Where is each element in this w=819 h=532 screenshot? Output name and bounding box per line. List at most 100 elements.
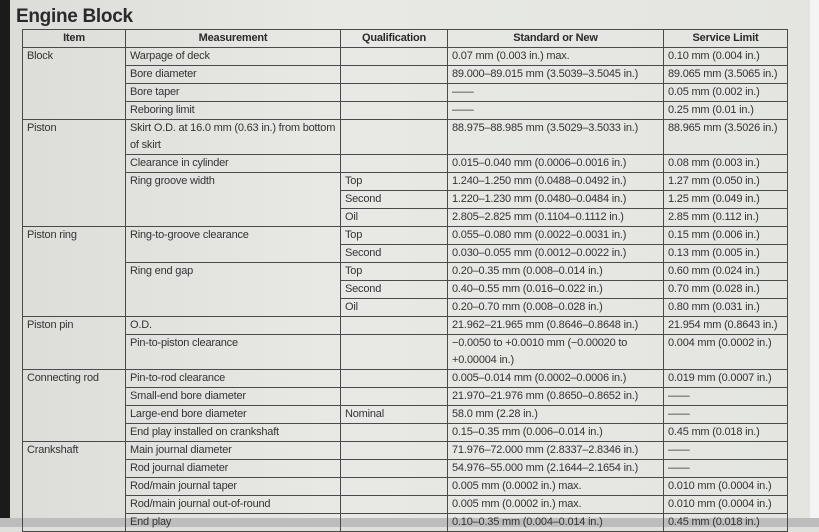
measurement-cell: Reboring limit	[125, 101, 341, 120]
measurement-cell: O.D.	[125, 316, 341, 335]
service-limit-cell: 0.45 mm (0.018 in.)	[663, 513, 788, 532]
standard-cell: 0.07 mm (0.003 in.) max.	[447, 47, 664, 66]
measurement-cell: Large-end bore diameter	[125, 405, 341, 424]
table-row: End play 0.10–0.35 mm (0.004–0.014 in.) 0.…	[23, 513, 788, 532]
service-limit-cell: ——	[663, 459, 788, 478]
measurement-cell: Rod/main journal taper	[125, 477, 341, 496]
service-limit-cell: 0.10 mm (0.004 in.)	[663, 47, 788, 66]
service-limit-cell: 0.15 mm (0.006 in.)	[663, 226, 788, 245]
standard-cell: 0.10–0.35 mm (0.004–0.014 in.)	[447, 513, 664, 532]
standard-cell: 0.005 mm (0.0002 in.) max.	[447, 495, 664, 514]
standard-cell: 21.962–21.965 mm (0.8646–0.8648 in.)	[447, 316, 664, 335]
table-row: Piston pin O.D. 21.962–21.965 mm (0.8646–0…	[22, 316, 788, 370]
standard-cell: −0.0050 to +0.0010 mm (−0.00020 to +0.00…	[447, 334, 664, 370]
service-limit-cell: 88.965 mm (3.5026 in.)	[663, 119, 788, 155]
service-limit-cell: 1.25 mm (0.049 in.)	[663, 190, 788, 209]
qualification-cell	[340, 513, 448, 532]
service-limit-cell: 0.25 mm (0.01 in.)	[663, 101, 788, 120]
table-row: Rod journal diameter 54.976–55.000 mm (2.…	[23, 459, 788, 478]
standard-cell: 1.220–1.230 mm (0.0480–0.0484 in.)	[447, 190, 664, 209]
item-cell: Piston ring	[22, 226, 126, 317]
table-row: Connecting rod Pin-to-rod clearance 0.005–…	[22, 369, 788, 442]
table-row: Ring end gap Top 0.20–0.35 mm (0.008–0.014…	[23, 262, 788, 317]
measurement-cell: Small-end bore diameter	[125, 387, 341, 406]
header-service-limit: Service Limit	[663, 29, 788, 48]
header-row: Item Measurement Qualification Standard …	[22, 29, 788, 48]
spec-table-body: Block Warpage of deck 0.07 mm (0.003 in.) …	[22, 47, 788, 532]
qualification-cell: Top	[340, 226, 448, 245]
service-limit-cell: 0.45 mm (0.018 in.)	[663, 423, 788, 442]
qualification-cell	[340, 369, 448, 388]
qualification-cell	[340, 423, 448, 442]
service-limit-cell: 0.019 mm (0.0007 in.)	[663, 369, 788, 388]
qualification-cell	[340, 495, 448, 514]
right-edge	[810, 0, 819, 518]
standard-cell: 2.805–2.825 mm (0.1104–0.1112 in.)	[447, 208, 664, 227]
service-limit-cell: ——	[663, 387, 788, 406]
measurement-cell: Pin-to-piston clearance	[125, 334, 341, 370]
page-title: Engine Block	[16, 6, 133, 27]
table-row: Block Warpage of deck 0.07 mm (0.003 in.) …	[22, 47, 788, 120]
spec-table: Item Measurement Qualification Standard …	[22, 29, 788, 532]
measurement-cell: Bore diameter	[125, 65, 341, 84]
item-cell: Piston	[22, 119, 126, 227]
qualification-cell: Oil	[340, 208, 448, 227]
qualification-cell	[340, 441, 448, 460]
qualification-cell	[340, 477, 448, 496]
qualification-cell	[340, 459, 448, 478]
service-limit-cell: 0.70 mm (0.028 in.)	[663, 280, 788, 299]
measurement-cell: Ring end gap	[125, 262, 341, 317]
table-row: Second 0.40–0.55 mm (0.016–0.022 in.) 0.70…	[23, 280, 788, 299]
table-row: Ring groove width Top 1.240–1.250 mm (0.04…	[23, 172, 788, 227]
table-row: Rod/main journal out-of-round 0.005 mm (0…	[23, 495, 788, 514]
service-limit-cell: 89.065 mm (3.5065 in.)	[663, 65, 788, 84]
table-row: Bore diameter 89.000–89.015 mm (3.5039–3.…	[23, 65, 788, 84]
measurement-cell: Clearance in cylinder	[125, 154, 341, 173]
qualification-cell	[340, 83, 448, 102]
qualification-cell: Top	[340, 262, 448, 281]
service-limit-cell: 1.27 mm (0.050 in.)	[663, 172, 788, 191]
table-row: Rod/main journal taper 0.005 mm (0.0002 i…	[23, 477, 788, 496]
qualification-cell: Second	[340, 244, 448, 263]
measurement-cell: Ring-to-groove clearance	[125, 226, 341, 263]
qualification-cell	[340, 119, 448, 155]
table-row: Pin-to-piston clearance −0.0050 to +0.001…	[23, 334, 788, 370]
table-row: Crankshaft Main journal diameter 71.976–72…	[22, 441, 788, 532]
table-row: Large-end bore diameter Nominal 58.0 mm (2…	[23, 405, 788, 424]
service-limit-cell: 0.010 mm (0.0004 in.)	[663, 495, 788, 514]
qualification-cell: Second	[340, 190, 448, 209]
qualification-cell	[340, 387, 448, 406]
item-cell: Crankshaft	[22, 441, 126, 532]
measurement-cell: End play	[125, 513, 341, 532]
header-measurement: Measurement	[125, 29, 341, 48]
standard-cell: 58.0 mm (2.28 in.)	[447, 405, 664, 424]
qualification-cell	[340, 316, 448, 335]
table-row: End play installed on crankshaft 0.15–0.3…	[23, 423, 788, 442]
measurement-cell: Rod journal diameter	[125, 459, 341, 478]
standard-cell: 54.976–55.000 mm (2.1644–2.1654 in.)	[447, 459, 664, 478]
qualification-cell	[340, 101, 448, 120]
standard-cell: 0.20–0.35 mm (0.008–0.014 in.)	[447, 262, 664, 281]
table-row: Piston ring Ring-to-groove clearance Top 0.…	[22, 226, 788, 317]
measurement-cell: Rod/main journal out-of-round	[125, 495, 341, 514]
qualification-cell: Oil	[340, 298, 448, 317]
table-row: Bore taper —— 0.05 mm (0.002 in.)	[23, 83, 788, 102]
service-limit-cell: ——	[663, 441, 788, 460]
qualification-cell: Top	[340, 172, 448, 191]
table-row: Reboring limit —— 0.25 mm (0.01 in.)	[23, 101, 788, 120]
table-row: Small-end bore diameter 21.970–21.976 mm …	[23, 387, 788, 406]
service-limit-cell: 0.010 mm (0.0004 in.)	[663, 477, 788, 496]
standard-cell: 0.030–0.055 mm (0.0012–0.0022 in.)	[447, 244, 664, 263]
standard-cell: ——	[447, 83, 664, 102]
item-cell: Block	[22, 47, 126, 120]
service-limit-cell: 0.80 mm (0.031 in.)	[663, 298, 788, 317]
service-limit-cell: 21.954 mm (0.8643 in.)	[663, 316, 788, 335]
qualification-cell: Nominal	[340, 405, 448, 424]
measurement-cell: Skirt O.D. at 16.0 mm (0.63 in.) from bo…	[125, 119, 341, 155]
measurement-cell: End play installed on crankshaft	[125, 423, 341, 442]
qualification-cell	[340, 334, 448, 370]
standard-cell: 0.20–0.70 mm (0.008–0.028 in.)	[447, 298, 664, 317]
standard-cell: 0.015–0.040 mm (0.0006–0.0016 in.)	[447, 154, 664, 173]
service-limit-cell: 0.13 mm (0.005 in.)	[663, 244, 788, 263]
service-limit-cell: ——	[663, 405, 788, 424]
